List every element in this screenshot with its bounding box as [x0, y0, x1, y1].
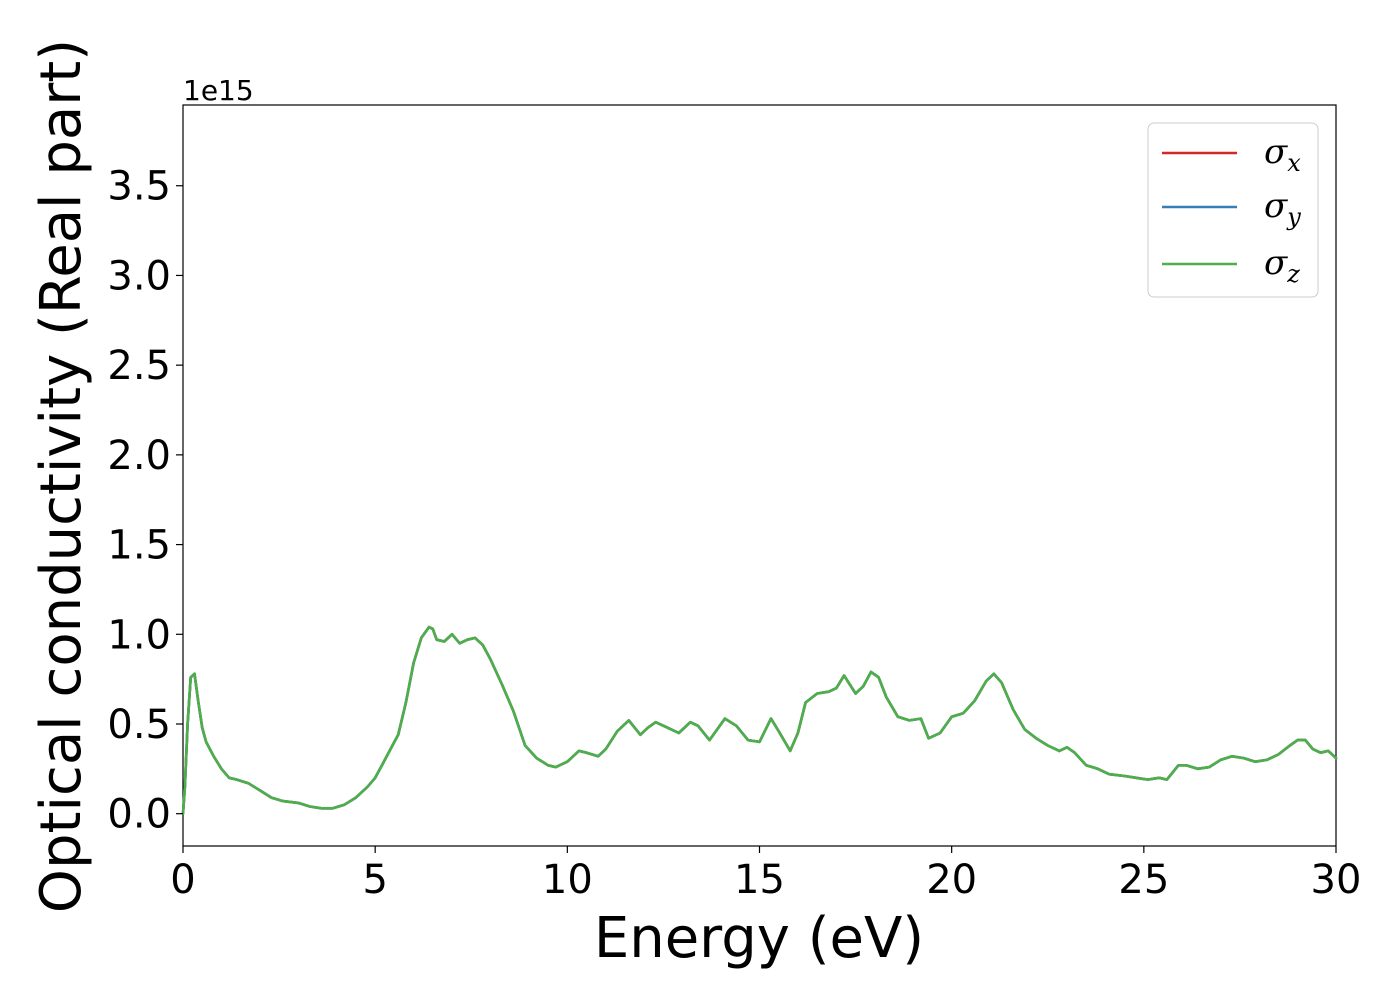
y-tick-label: 1.5	[107, 523, 171, 569]
x-tick-label: 5	[362, 857, 387, 903]
x-tick-label: 30	[1311, 857, 1362, 903]
legend-label-x: σx	[1264, 132, 1301, 177]
y-tick-label: 3.0	[107, 253, 171, 299]
x-tick-label: 20	[926, 857, 977, 903]
legend-label-z: σz	[1264, 243, 1300, 288]
series-line-x	[181, 625, 1338, 816]
legend-label-y: σy	[1264, 186, 1301, 231]
x-tick-label: 25	[1118, 857, 1169, 903]
x-axis-ticks: 0 5 10 15 20 25 30	[170, 846, 1361, 903]
x-tick-label: 15	[734, 857, 785, 903]
y-tick-label: 0.0	[107, 792, 171, 838]
x-tick-label: 10	[542, 857, 593, 903]
y-tick-label: 2.0	[107, 433, 171, 479]
y-tick-label: 2.5	[107, 343, 171, 389]
legend-box	[1147, 122, 1319, 298]
y-tick-label: 3.5	[107, 164, 171, 210]
y-axis-ticks: 0.0 0.5 1.0 1.5 2.0 2.5 3.0 3.5	[107, 164, 183, 838]
series-layer	[181, 625, 1338, 816]
series-line-z	[181, 625, 1338, 816]
series-line-y	[181, 625, 1338, 816]
legend-items: σx σy σz	[1162, 132, 1301, 288]
y-tick-label: 0.5	[107, 702, 171, 748]
legend: σx σy σz	[1147, 122, 1319, 298]
y-axis-title: Optical conductivity (Real part)	[29, 39, 94, 913]
x-axis-title: Energy (eV)	[594, 906, 924, 971]
y-axis-offset-label: 1e15	[183, 74, 254, 107]
x-tick-label: 0	[170, 857, 195, 903]
y-tick-label: 1.0	[107, 612, 171, 658]
